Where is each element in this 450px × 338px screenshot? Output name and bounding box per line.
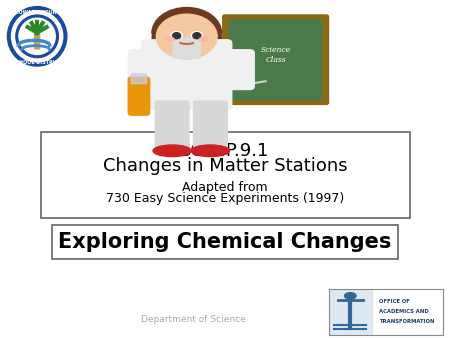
Text: 730 Easy Science Experiments (1997): 730 Easy Science Experiments (1997): [106, 192, 344, 205]
Text: Adapted from: Adapted from: [182, 181, 268, 194]
Circle shape: [171, 31, 182, 40]
FancyBboxPatch shape: [131, 74, 147, 84]
FancyBboxPatch shape: [128, 77, 149, 115]
Circle shape: [191, 31, 202, 40]
Text: Science
Class: Science Class: [261, 46, 291, 64]
Bar: [52, 225, 398, 259]
Ellipse shape: [199, 37, 208, 41]
Circle shape: [194, 33, 200, 38]
Ellipse shape: [166, 37, 175, 41]
Ellipse shape: [153, 145, 191, 156]
Ellipse shape: [345, 293, 356, 299]
FancyBboxPatch shape: [128, 50, 160, 93]
Circle shape: [157, 14, 217, 59]
Ellipse shape: [191, 145, 230, 156]
Text: ACADEMICS AND: ACADEMICS AND: [379, 309, 429, 314]
Text: Department of Science: Department of Science: [141, 315, 246, 324]
Circle shape: [7, 7, 67, 66]
Circle shape: [172, 33, 181, 39]
Text: SC.4.P.9.1: SC.4.P.9.1: [180, 142, 270, 160]
FancyBboxPatch shape: [173, 38, 200, 58]
Bar: [40, 132, 410, 218]
Circle shape: [174, 33, 180, 38]
FancyBboxPatch shape: [223, 15, 328, 104]
Text: Exploring Chemical Changes: Exploring Chemical Changes: [58, 232, 392, 252]
Text: Changes in Matter Stations: Changes in Matter Stations: [103, 157, 347, 175]
Text: TRANSFORMATION: TRANSFORMATION: [379, 319, 435, 324]
Circle shape: [193, 33, 201, 39]
Text: OFFICE OF: OFFICE OF: [379, 299, 410, 304]
Text: SCHOOL DISTRICT: SCHOOL DISTRICT: [13, 60, 62, 65]
FancyBboxPatch shape: [230, 20, 322, 99]
FancyBboxPatch shape: [223, 50, 254, 90]
FancyBboxPatch shape: [155, 101, 189, 151]
FancyBboxPatch shape: [194, 101, 227, 151]
Circle shape: [12, 11, 63, 62]
FancyBboxPatch shape: [35, 33, 40, 49]
Text: BROWARD COUNTY: BROWARD COUNTY: [11, 10, 63, 15]
Circle shape: [19, 18, 55, 54]
Bar: [328, 289, 372, 335]
FancyBboxPatch shape: [142, 40, 232, 110]
Circle shape: [16, 15, 58, 57]
Wedge shape: [152, 7, 221, 33]
